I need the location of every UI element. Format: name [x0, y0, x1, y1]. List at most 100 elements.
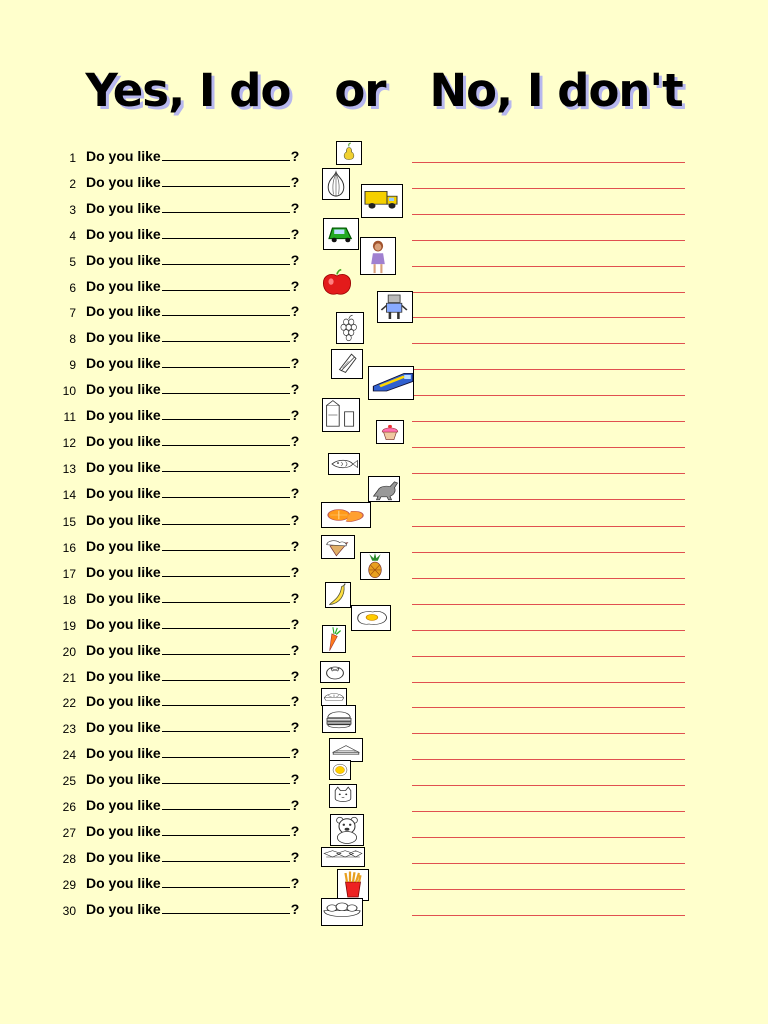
question-text: Do you like?	[86, 381, 299, 397]
question-text: Do you like?	[86, 590, 299, 606]
answer-line[interactable]	[412, 604, 685, 605]
fill-in-blank[interactable]	[161, 538, 290, 551]
answer-line[interactable]	[412, 552, 685, 553]
fill-in-blank[interactable]	[161, 797, 290, 810]
answer-line[interactable]	[412, 682, 685, 683]
answer-line[interactable]	[412, 473, 685, 474]
answer-line[interactable]	[412, 889, 685, 890]
question-text: Do you like?	[86, 303, 299, 319]
answer-line[interactable]	[412, 343, 685, 344]
answer-line[interactable]	[412, 395, 685, 396]
question-text: Do you like?	[86, 433, 299, 449]
robot-icon	[377, 291, 413, 323]
fill-in-blank[interactable]	[161, 642, 290, 655]
fill-in-blank[interactable]	[161, 329, 290, 342]
question-prefix: Do you like	[86, 278, 161, 294]
fill-in-blank[interactable]	[161, 590, 290, 603]
fill-in-blank[interactable]	[161, 200, 290, 213]
answer-line[interactable]	[412, 656, 685, 657]
question-mark: ?	[290, 459, 300, 475]
answer-line[interactable]	[412, 266, 685, 267]
question-prefix: Do you like	[86, 433, 161, 449]
carrot-icon	[322, 625, 346, 653]
answer-line[interactable]	[412, 499, 685, 500]
row-number: 11	[63, 410, 76, 424]
answer-line[interactable]	[412, 915, 685, 916]
question-prefix: Do you like	[86, 381, 161, 397]
answer-line[interactable]	[412, 733, 685, 734]
answer-line[interactable]	[412, 292, 685, 293]
row-number: 10	[62, 384, 76, 398]
question-text: Do you like?	[86, 252, 299, 268]
fill-in-blank[interactable]	[161, 381, 290, 394]
fill-in-blank[interactable]	[161, 459, 290, 472]
answer-line[interactable]	[412, 162, 685, 163]
fill-in-blank[interactable]	[161, 849, 290, 862]
question-text: Do you like?	[86, 668, 299, 684]
fill-in-blank[interactable]	[161, 875, 290, 888]
answer-line[interactable]	[412, 369, 685, 370]
answer-line[interactable]	[412, 240, 685, 241]
answer-line[interactable]	[412, 578, 685, 579]
question-prefix: Do you like	[86, 174, 161, 190]
bear-icon	[330, 814, 364, 846]
answer-line[interactable]	[412, 630, 685, 631]
row-number: 6	[69, 281, 76, 295]
fill-in-blank[interactable]	[161, 564, 290, 577]
row-number: 16	[62, 541, 76, 555]
row-number: 3	[69, 203, 76, 217]
fill-in-blank[interactable]	[161, 693, 290, 706]
fill-in-blank[interactable]	[161, 771, 290, 784]
ice-cream-icon	[321, 535, 355, 559]
egg-icon	[329, 760, 351, 780]
fill-in-blank[interactable]	[161, 174, 290, 187]
row-number: 24	[62, 748, 76, 762]
answer-line[interactable]	[412, 447, 685, 448]
question-mark: ?	[290, 616, 300, 632]
row-number: 29	[62, 878, 76, 892]
row-number: 27	[62, 826, 76, 840]
question-mark: ?	[290, 200, 300, 216]
train-icon	[368, 366, 414, 400]
fill-in-blank[interactable]	[161, 485, 290, 498]
fill-in-blank[interactable]	[161, 148, 290, 161]
question-mark: ?	[290, 901, 300, 917]
fill-in-blank[interactable]	[161, 901, 290, 914]
question-mark: ?	[290, 329, 300, 345]
row-number: 17	[62, 567, 76, 581]
question-text: Do you like?	[86, 849, 299, 865]
fill-in-blank[interactable]	[161, 823, 290, 836]
answer-line[interactable]	[412, 785, 685, 786]
milk-icon	[322, 398, 360, 432]
answer-line[interactable]	[412, 837, 685, 838]
fill-in-blank[interactable]	[161, 226, 290, 239]
fill-in-blank[interactable]	[161, 512, 290, 525]
answer-line[interactable]	[412, 214, 685, 215]
answer-line[interactable]	[412, 317, 685, 318]
fill-in-blank[interactable]	[161, 719, 290, 732]
fill-in-blank[interactable]	[161, 433, 290, 446]
fill-in-blank[interactable]	[161, 745, 290, 758]
question-mark: ?	[290, 745, 300, 761]
answer-line[interactable]	[412, 863, 685, 864]
fill-in-blank[interactable]	[161, 668, 290, 681]
fill-in-blank[interactable]	[161, 616, 290, 629]
fill-in-blank[interactable]	[161, 407, 290, 420]
answer-line[interactable]	[412, 526, 685, 527]
answer-line[interactable]	[412, 188, 685, 189]
fill-in-blank[interactable]	[161, 355, 290, 368]
answer-line[interactable]	[412, 811, 685, 812]
question-text: Do you like?	[86, 512, 299, 528]
fill-in-blank[interactable]	[161, 252, 290, 265]
hamburger-icon	[322, 705, 356, 733]
row-number: 22	[62, 696, 76, 710]
answer-line[interactable]	[412, 707, 685, 708]
banana-icon	[325, 582, 351, 608]
fill-in-blank[interactable]	[161, 303, 290, 316]
answer-line[interactable]	[412, 421, 685, 422]
answer-line[interactable]	[412, 759, 685, 760]
question-mark: ?	[290, 693, 300, 709]
fill-in-blank[interactable]	[161, 278, 290, 291]
row-number: 18	[62, 593, 76, 607]
page-title: Yes, I do or No, I don't	[0, 64, 768, 117]
